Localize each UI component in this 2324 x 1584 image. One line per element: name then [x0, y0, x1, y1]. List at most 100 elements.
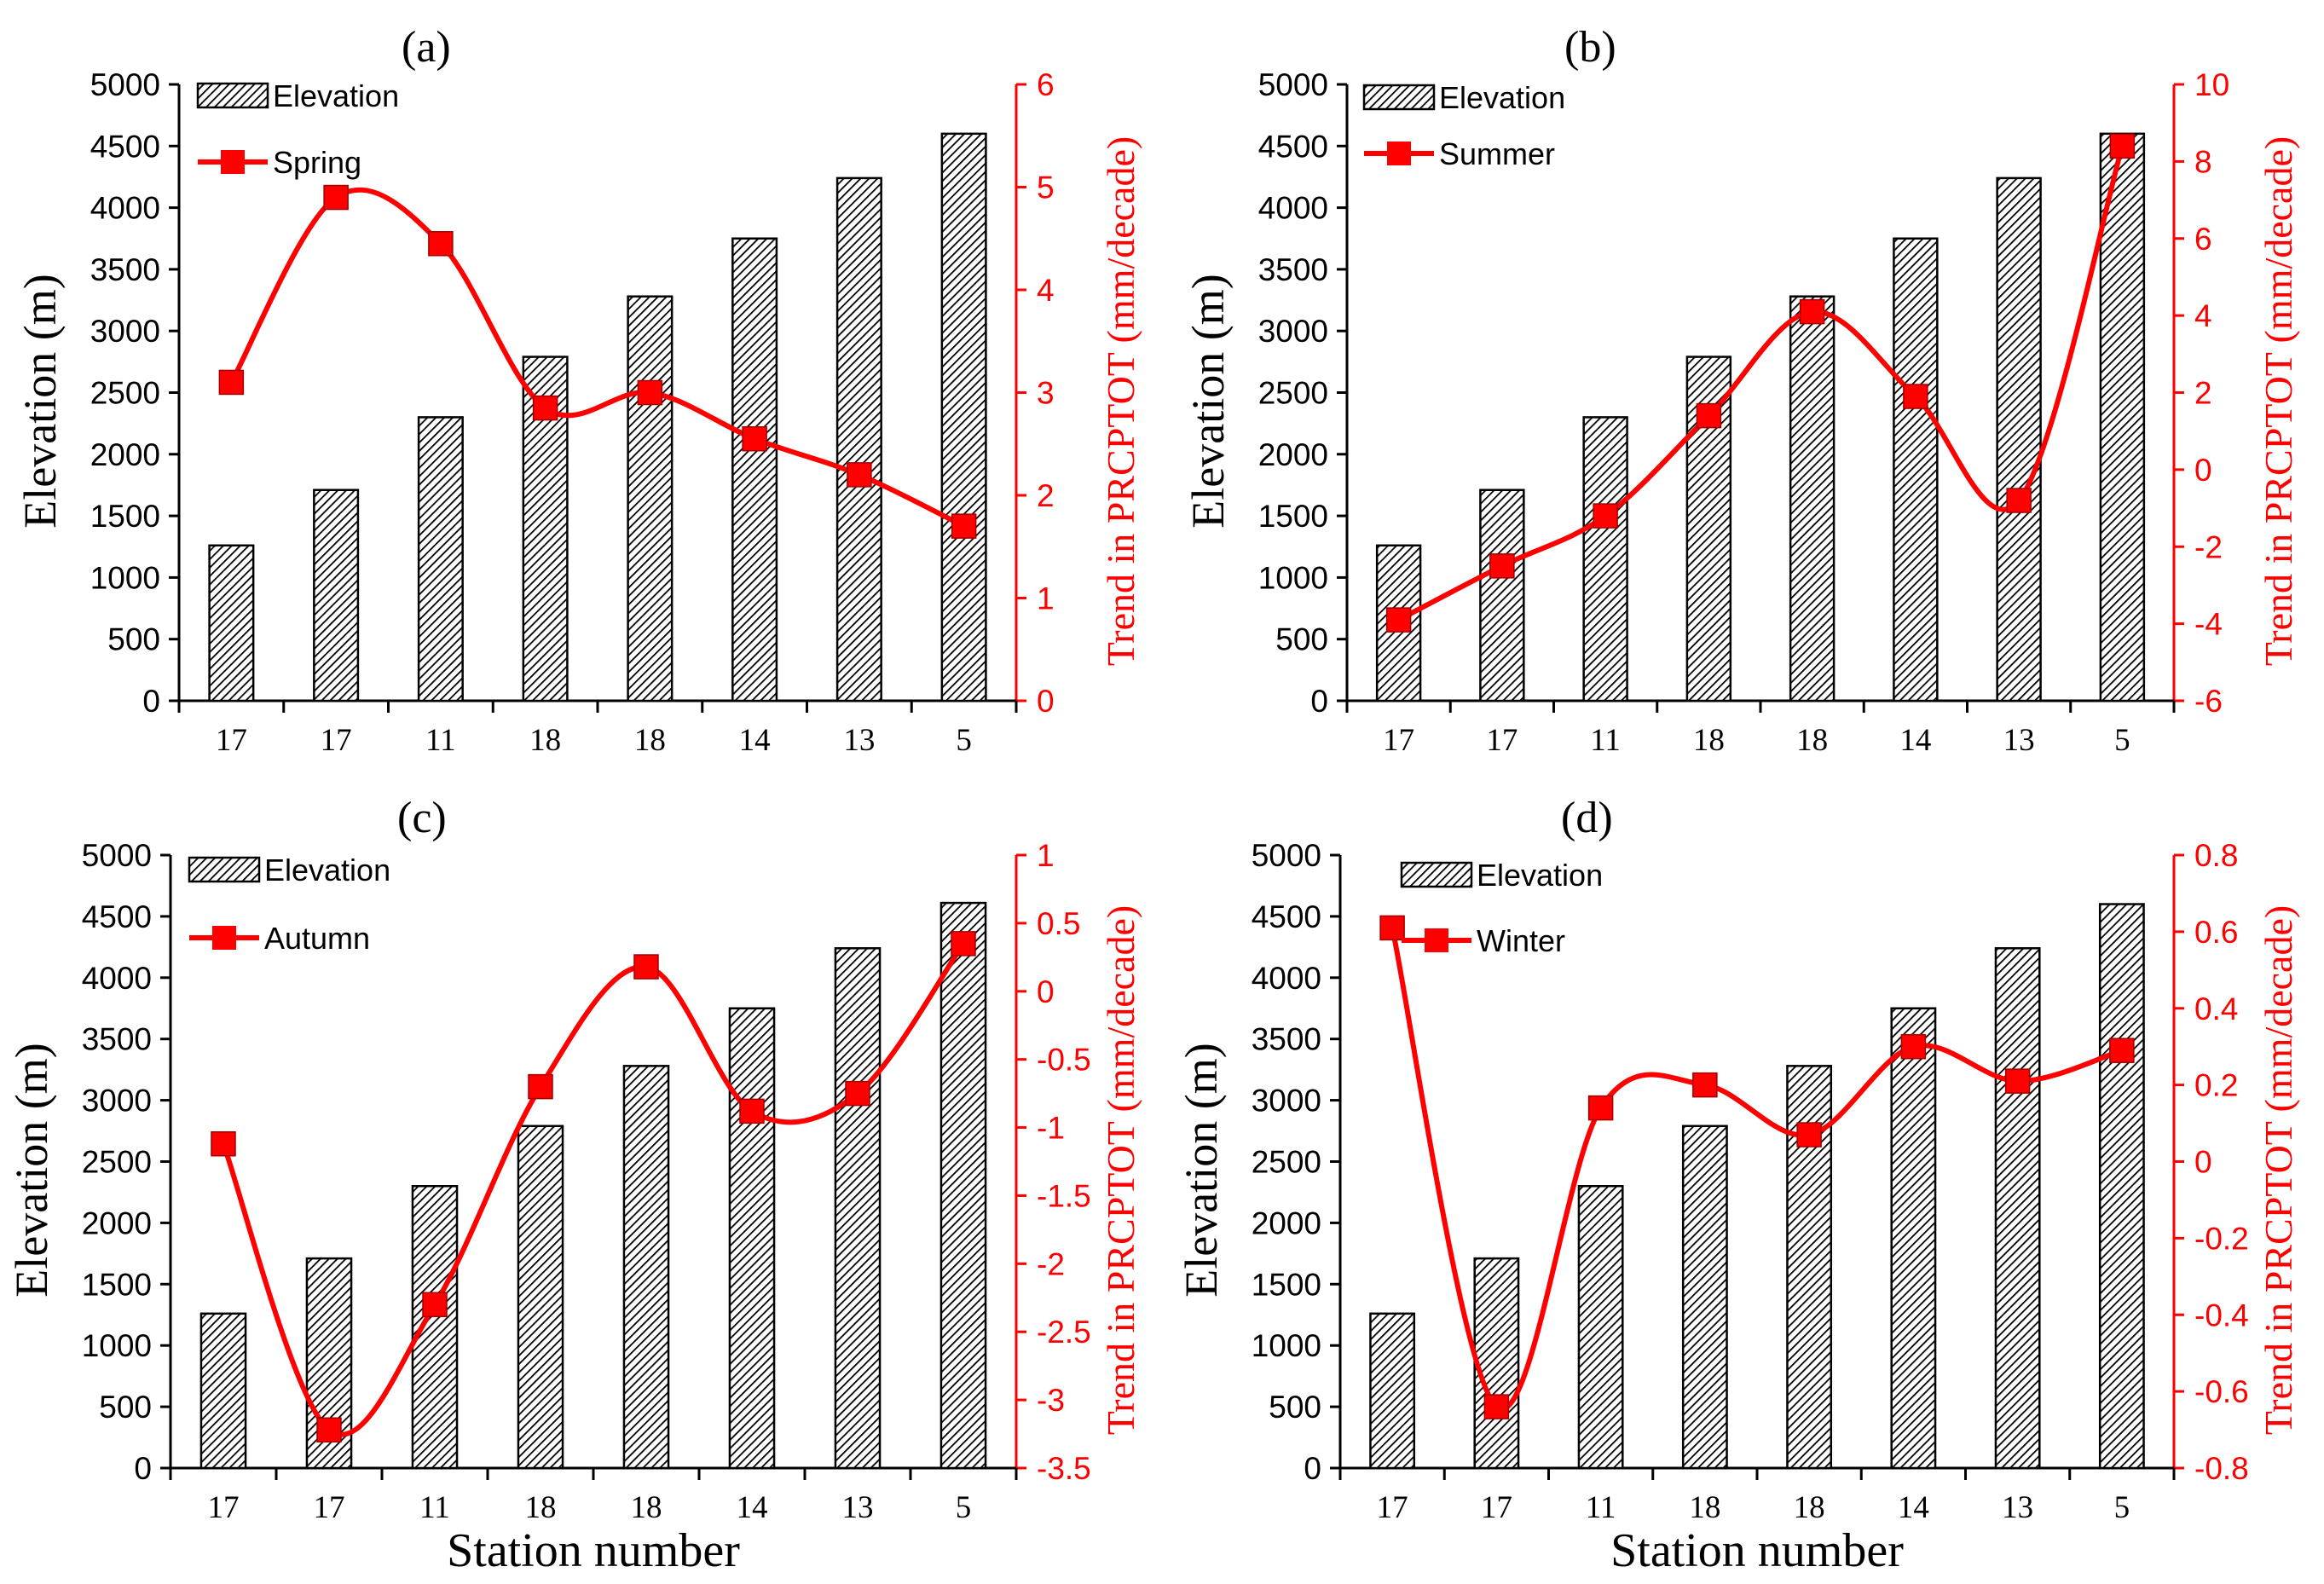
- legend-line-marker: [221, 150, 245, 174]
- right-tick-label: -1: [1037, 1111, 1065, 1146]
- x-tick-label: 13: [2002, 1490, 2033, 1525]
- x-tick-label: 17: [314, 1490, 345, 1525]
- elevation-bar: [1681, 1124, 1728, 1470]
- right-axis-label: Trend in PRCPTOT (mm/decade): [2257, 905, 2300, 1435]
- right-tick-label: -2.5: [1037, 1315, 1091, 1350]
- trend-point: [1483, 1394, 1510, 1419]
- trend-point: [847, 462, 872, 488]
- panel-label: (a): [402, 23, 451, 72]
- elevation-bar: [1890, 1007, 1937, 1470]
- trend-point: [422, 1292, 448, 1318]
- left-tick-label: 2500: [82, 1145, 152, 1180]
- right-tick-label: 0: [2194, 1145, 2212, 1180]
- elevation-bar: [835, 176, 882, 702]
- left-tick-label: 3000: [90, 314, 160, 349]
- left-tick-label: 0: [142, 684, 160, 719]
- left-tick-label: 2500: [90, 376, 160, 411]
- left-tick-label: 5000: [1252, 838, 1321, 873]
- trend-point: [323, 184, 349, 211]
- x-tick-label: 14: [739, 723, 771, 758]
- legend-line-label: Spring: [273, 145, 361, 180]
- left-tick-label: 0: [1310, 684, 1328, 719]
- x-tick-label: 18: [631, 1490, 662, 1525]
- left-tick-label: 3000: [82, 1084, 152, 1119]
- x-tick-label: 17: [208, 1490, 240, 1525]
- right-tick-label: -0.5: [1037, 1043, 1091, 1078]
- right-tick-label: 0: [1037, 974, 1055, 1009]
- legend-line-label: Summer: [1439, 136, 1555, 171]
- left-tick-label: 3000: [1258, 314, 1328, 349]
- right-tick-label: 0: [2194, 453, 2212, 488]
- right-tick-label: 4: [1037, 273, 1055, 308]
- left-tick-label: 1000: [82, 1328, 152, 1363]
- trend-point: [1900, 1033, 1927, 1060]
- left-tick-label: 2000: [82, 1205, 152, 1240]
- x-axis-label: Station number: [1610, 1524, 1904, 1577]
- legend-bar-swatch: [188, 856, 261, 883]
- left-tick-label: 5000: [82, 838, 152, 873]
- left-tick-label: 4000: [90, 191, 160, 226]
- right-tick-label: -2: [2194, 529, 2223, 564]
- right-tick-label: 0.5: [1037, 906, 1080, 941]
- trend-point: [951, 931, 976, 957]
- elevation-bar: [313, 488, 360, 702]
- elevation-bar: [834, 947, 882, 1470]
- elevation-bar: [208, 544, 255, 702]
- left-tick-label: 5000: [90, 67, 160, 102]
- left-tick-label: 1500: [1252, 1267, 1321, 1302]
- trend-point: [1379, 915, 1405, 941]
- elevation-bar: [939, 901, 987, 1470]
- left-tick-label: 4500: [90, 129, 160, 164]
- left-axis-label: Elevation (m): [1182, 274, 1234, 528]
- panel-label: (b): [1564, 23, 1616, 72]
- elevation-bar: [2098, 903, 2145, 1470]
- right-tick-label: -2: [1037, 1246, 1065, 1281]
- right-tick-label: -0.4: [2194, 1298, 2249, 1333]
- legend-bar-swatch: [1400, 861, 1473, 888]
- elevation-bar: [1473, 1257, 1520, 1470]
- right-tick-label: 8: [2194, 144, 2212, 179]
- x-tick-label: 11: [1590, 723, 1621, 758]
- x-tick-label: 17: [1383, 723, 1414, 758]
- trend-point: [2109, 1038, 2135, 1063]
- right-tick-label: 6: [2194, 222, 2212, 257]
- x-tick-label: 18: [1794, 1490, 1825, 1525]
- right-tick-label: 0.2: [2194, 1068, 2238, 1103]
- legend-bar-label: Elevation: [1439, 80, 1565, 115]
- x-tick-label: 11: [419, 1490, 450, 1525]
- left-tick-label: 1500: [82, 1267, 152, 1302]
- x-tick-label: 18: [525, 1490, 557, 1525]
- x-tick-label: 17: [1481, 1490, 1512, 1525]
- left-axis-label: Elevation (m): [1176, 1043, 1227, 1297]
- right-tick-label: -4: [2194, 607, 2223, 642]
- elevation-bar: [517, 1124, 564, 1470]
- legend-line-label: Autumn: [264, 921, 370, 956]
- x-tick-label: 18: [1796, 723, 1828, 758]
- x-tick-label: 17: [321, 723, 352, 758]
- trend-point: [1903, 384, 1928, 409]
- trend-point: [739, 1098, 765, 1124]
- left-tick-label: 1500: [1258, 499, 1328, 534]
- right-tick-label: -0.6: [2194, 1374, 2249, 1409]
- left-tick-label: 2500: [1252, 1145, 1321, 1180]
- right-tick-label: 1: [1037, 838, 1055, 873]
- legend-bar-label: Elevation: [264, 853, 390, 887]
- elevation-bar: [1893, 237, 1939, 702]
- legend-line-marker: [212, 926, 236, 950]
- trend-point: [1692, 1072, 1718, 1098]
- right-tick-label: 0: [1037, 684, 1055, 719]
- right-axis-label: Trend in PRCPTOT (mm/decade): [1099, 905, 1142, 1435]
- left-tick-label: 4500: [1252, 899, 1321, 934]
- x-tick-label: 5: [2114, 1490, 2130, 1525]
- left-tick-label: 0: [134, 1451, 152, 1486]
- x-tick-label: 11: [425, 723, 456, 758]
- right-tick-label: -0.8: [2194, 1451, 2249, 1486]
- right-axis-label: Trend in PRCPTOT (mm/decade): [1099, 136, 1142, 666]
- x-tick-label: 13: [2003, 723, 2035, 758]
- right-tick-label: -3.5: [1037, 1451, 1091, 1486]
- trend-point: [1696, 402, 1722, 429]
- x-tick-label: 5: [956, 723, 972, 758]
- left-tick-label: 4000: [82, 961, 152, 996]
- chart-panel: (c) 0 500 1000 1500 2000 2500 3000 3500 4000 4500 5…: [6, 794, 1142, 1577]
- trend-point: [528, 1073, 553, 1100]
